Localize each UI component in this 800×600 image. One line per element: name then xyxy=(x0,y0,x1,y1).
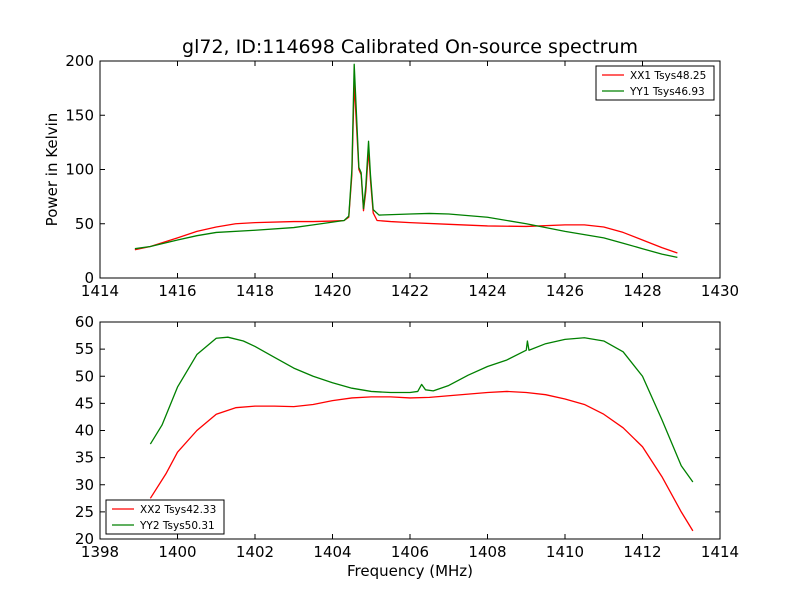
panel2-series-line-2 xyxy=(149,336,694,483)
panel1-y-tick-label: 50 xyxy=(75,215,94,233)
panel1-series-line-1 xyxy=(134,82,678,254)
panel2-y-tick-label: 30 xyxy=(75,476,94,494)
panel2-y-tick-label: 50 xyxy=(75,367,94,385)
panel2-y-tick-label: 60 xyxy=(75,313,94,331)
panel1-x-tick-label: 1418 xyxy=(236,282,274,300)
panel1-x-tick-label: 1430 xyxy=(701,282,739,300)
panel2-y-tick-label: 20 xyxy=(75,530,94,548)
panel1-x-tick-label: 1420 xyxy=(313,282,351,300)
panel2-legend-label-1: XX2 Tsys42.33 xyxy=(140,504,216,516)
panel2-x-tick-label: 1406 xyxy=(391,543,429,561)
panel2-x-tick-label: 1400 xyxy=(158,543,196,561)
panel2-legend-label-2: YY2 Tsys50.31 xyxy=(139,520,215,532)
panel1-x-tick-label: 1428 xyxy=(623,282,661,300)
panel1-x-tick-label: 1426 xyxy=(546,282,584,300)
panel2-y-tick-label: 25 xyxy=(75,503,94,521)
panel1-legend-label-1: XX1 Tsys48.25 xyxy=(630,70,706,82)
panel1-series-line-2 xyxy=(134,63,678,259)
panel2-x-tick-label: 1414 xyxy=(701,543,739,561)
panel2-series-line-1 xyxy=(149,390,694,532)
panel2-y-tick-label: 35 xyxy=(75,449,94,467)
panel1-y-tick-label: 100 xyxy=(65,161,94,179)
panel2-x-tick-label: 1410 xyxy=(546,543,584,561)
panel1-x-tick-label: 1414 xyxy=(81,282,119,300)
panel2-y-tick-label: 40 xyxy=(75,422,94,440)
panel2-x-axis-label: Frequency (MHz) xyxy=(347,562,473,580)
panel2-x-tick-label: 1402 xyxy=(236,543,274,561)
panel1-x-tick-label: 1416 xyxy=(158,282,196,300)
panel1-y-tick-label: 150 xyxy=(65,106,94,124)
panel1-x-tick-label: 1422 xyxy=(391,282,429,300)
panel1-legend-box xyxy=(595,65,715,101)
panel2-legend-box xyxy=(105,499,225,535)
panel1-x-tick-label: 1424 xyxy=(468,282,506,300)
panel1-y-tick-label: 0 xyxy=(84,269,94,287)
panel2-x-tick-label: 1408 xyxy=(468,543,506,561)
panel2-y-tick-label: 55 xyxy=(75,340,94,358)
panel1-legend-label-2: YY1 Tsys46.93 xyxy=(629,86,705,98)
panel2-x-tick-label: 1398 xyxy=(81,543,119,561)
panel1-y-tick-label: 200 xyxy=(65,52,94,70)
panel2-y-tick-label: 45 xyxy=(75,394,94,412)
panel1-y-axis-label: Power in Kelvin xyxy=(43,113,61,227)
panel1-chart-title: gl72, ID:114698 Calibrated On-source spe… xyxy=(182,36,638,58)
panel2-x-tick-label: 1404 xyxy=(313,543,351,561)
panel2-x-tick-label: 1412 xyxy=(623,543,661,561)
